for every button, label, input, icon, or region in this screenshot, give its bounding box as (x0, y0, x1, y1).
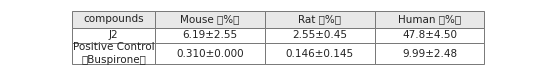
Bar (155, 43, 265, 64)
Bar (375, 11, 484, 28)
Text: 6.19±2.55: 6.19±2.55 (182, 30, 237, 40)
Text: 47.8±4.50: 47.8±4.50 (402, 30, 457, 40)
Text: 9.99±2.48: 9.99±2.48 (402, 49, 457, 59)
Text: 2.55±0.45: 2.55±0.45 (292, 30, 347, 40)
Text: Human （%）: Human （%） (398, 14, 461, 24)
Bar (155, 11, 265, 28)
Text: 0.146±0.145: 0.146±0.145 (286, 49, 354, 59)
Bar (265, 11, 375, 28)
Bar (72, 43, 155, 64)
Bar (375, 43, 484, 64)
Bar (265, 28, 375, 43)
Bar (375, 28, 484, 43)
Bar (72, 11, 155, 28)
Text: 0.310±0.000: 0.310±0.000 (176, 49, 244, 59)
Text: Mouse （%）: Mouse （%） (180, 14, 239, 24)
Bar (72, 28, 155, 43)
Text: J2: J2 (109, 30, 118, 40)
Text: Positive Control
（Buspirone）: Positive Control （Buspirone） (73, 42, 154, 65)
Bar (155, 28, 265, 43)
Bar (265, 43, 375, 64)
Text: compounds: compounds (83, 14, 144, 24)
Text: Rat （%）: Rat （%） (298, 14, 341, 24)
